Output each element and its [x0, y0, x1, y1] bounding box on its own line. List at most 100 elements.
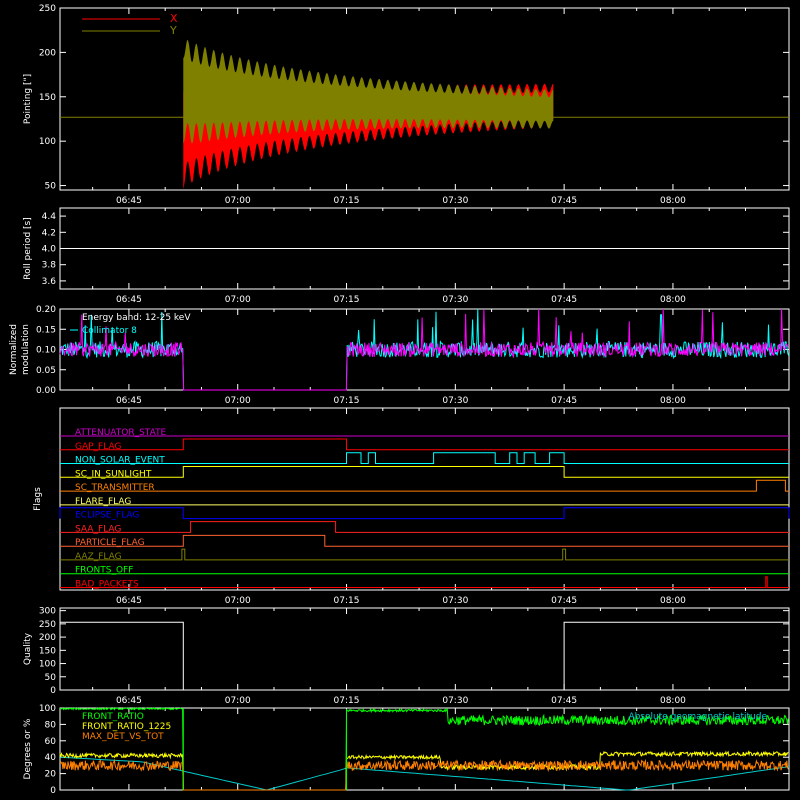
x-tick-label: 08:00 [660, 596, 686, 606]
x-tick-label: 08:00 [660, 295, 686, 305]
flag-label-bad_packets: BAD_PACKETS [75, 579, 139, 589]
x-tick-label: 07:00 [225, 596, 251, 606]
y-axis-label: Pointing ["] [23, 74, 33, 124]
y-tick-label: 4.4 [42, 212, 57, 222]
x-tick-label: 07:15 [334, 596, 360, 606]
y-tick-label: 100 [39, 660, 56, 670]
flag-trace-sc_transmitter [60, 479, 789, 492]
x-tick-label: 07:15 [334, 396, 360, 406]
flag-trace-particle_flag [60, 534, 789, 547]
y-tick-label: 3.8 [42, 261, 57, 271]
x-tick-label: 07:00 [225, 696, 251, 706]
flag-label-sc_in_sunlight: SC_IN_SUNLIGHT [75, 469, 152, 479]
y-tick-label: 50 [45, 182, 57, 192]
flag-label-attenuator_state: ATTENUATOR_STATE [75, 428, 167, 438]
x-tick-label: 07:00 [225, 396, 251, 406]
legend-label-collimator: Collimator 8 [82, 326, 137, 336]
y-tick-label: 4.2 [42, 228, 56, 238]
panel-frame [59, 407, 790, 591]
x-tick-label: 07:45 [551, 196, 577, 206]
panel-roll: 06:45 07:00 07:15 07:30 07:45 08:00 3.6 3.8 4.0 4… [23, 207, 790, 305]
legend-label-Y: Y [169, 24, 177, 37]
x-tick-label: 07:15 [334, 696, 360, 706]
y-tick-label: 0 [50, 686, 56, 696]
flag-label-non_solar_event: NON_SOLAR_EVENT [75, 456, 165, 466]
flag-trace-aaz_flag [60, 548, 789, 561]
quality-trace [60, 621, 789, 691]
series-front_ratio [59, 707, 789, 791]
x-tick-label: 06:45 [116, 696, 142, 706]
x-tick-label: 06:45 [116, 396, 142, 406]
y-tick-label: 250 [39, 620, 56, 630]
flag-label-gap_flag: GAP_FLAG [75, 442, 121, 452]
legend-front-ratio-1225: FRONT_RATIO_1225 [82, 722, 171, 732]
y-tick-label: 40 [45, 753, 57, 763]
series-band-Y [183, 39, 554, 144]
y-tick-label: 200 [39, 633, 56, 643]
flag-trace-eclipse_flag [59, 507, 790, 520]
y-tick-label: 150 [39, 93, 56, 103]
flag-label-sc_transmitter: SC_TRANSMITTER [75, 483, 155, 493]
panel-quality: 06:45 07:00 07:15 07:30 07:45 08:00 0 50 100 150 2… [23, 607, 790, 706]
y-tick-label: 20 [45, 770, 57, 780]
y-axis-label: Degrees or % [23, 718, 33, 779]
y-tick-label: 300 [39, 607, 56, 617]
x-tick-label: 07:30 [442, 696, 468, 706]
y-axis-label-line2: modulation [21, 324, 31, 375]
y-tick-label: 0.20 [36, 305, 56, 315]
x-tick-label: 06:45 [116, 196, 142, 206]
y-tick-label: 100 [39, 704, 56, 714]
y-axis-label: Roll period [s] [23, 217, 33, 279]
legend-max-det-vs-tot: MAX_DET_VS_TOT [82, 732, 164, 742]
legend-label-X: X [170, 12, 178, 25]
flag-label-aaz_flag: AAZ_FLAG [75, 552, 122, 562]
y-tick-label: 200 [39, 48, 56, 58]
x-tick-label: 07:15 [334, 295, 360, 305]
legend-geomagnetic-latitude: Absolute geomagnetic latitude [628, 712, 767, 722]
x-tick-label: 08:00 [660, 696, 686, 706]
series-geomagnetic-latitude [59, 756, 790, 791]
panel-pointing: 06:45 07:00 07:15 07:30 07:45 08:00 50 100 150 20… [23, 4, 790, 206]
flag-label-particle_flag: PARTICLE_FLAG [75, 538, 145, 548]
y-tick-label: 4.0 [42, 245, 57, 255]
y-tick-label: 0.05 [36, 366, 56, 376]
flag-label-eclipse_flag: ECLIPSE_FLAG [75, 511, 139, 521]
y-tick-label: 150 [39, 646, 56, 656]
x-tick-label: 08:00 [660, 196, 686, 206]
x-tick-label: 07:30 [442, 295, 468, 305]
flag-label-saa_flag: SAA_FLAG [75, 524, 121, 534]
x-tick-label: 06:45 [116, 596, 142, 606]
flag-label-flare_flag: FLARE_FLAG [75, 497, 131, 507]
flag-trace-gap_flag [60, 438, 789, 451]
y-tick-label: 80 [45, 720, 57, 730]
x-tick-label: 07:30 [442, 396, 468, 406]
panel-modulation: 06:45 07:00 07:15 07:30 07:45 08:00 0.00 0.05 0.… [9, 305, 790, 406]
y-axis-label-line1: Normalized [9, 324, 19, 375]
x-tick-label: 07:00 [225, 196, 251, 206]
flag-trace-sc_in_sunlight [60, 466, 789, 478]
x-tick-label: 07:15 [334, 196, 360, 206]
y-tick-label: 50 [45, 673, 57, 683]
legend-front-ratio: FRONT_RATIO [82, 712, 144, 722]
flag-trace-bad_packets [60, 576, 789, 588]
y-axis-label: Quality [23, 632, 33, 665]
x-tick-label: 07:30 [442, 196, 468, 206]
x-tick-label: 07:45 [551, 295, 577, 305]
x-tick-label: 07:00 [225, 295, 251, 305]
panel-frame [59, 7, 790, 191]
x-tick-label: 06:45 [116, 295, 142, 305]
modulation-series-1 [59, 308, 789, 391]
series-max_det_vs_tot [59, 758, 789, 791]
flag-trace-non_solar_event [60, 452, 789, 464]
x-tick-label: 08:00 [660, 396, 686, 406]
flag-label-fronts_off: FRONTS_OFF [75, 566, 133, 576]
panel-frame [59, 707, 790, 791]
annotation-energy-band: Energy band: 12-25 keV [82, 313, 191, 323]
y-tick-label: 3.6 [42, 277, 57, 287]
y-axis-label: Flags [33, 487, 43, 511]
flag-trace-saa_flag [60, 521, 789, 533]
y-tick-label: 0.00 [36, 386, 56, 396]
panel-flags: 06:45 07:00 07:15 07:30 07:45 08:00 Flags ATTEN… [33, 407, 790, 606]
y-tick-label: 0 [50, 786, 56, 796]
